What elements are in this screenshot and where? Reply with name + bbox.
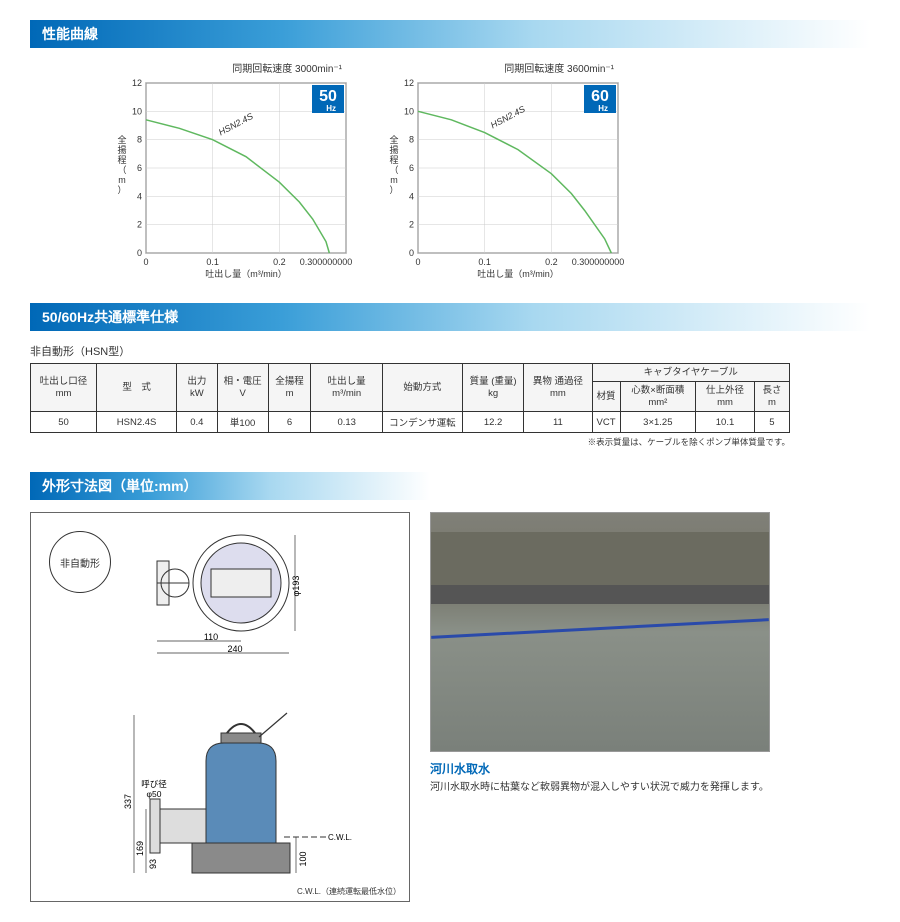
svg-text:0: 0	[137, 248, 142, 258]
th-phase: 相・電圧 V	[217, 364, 268, 412]
th-output: 出力 kW	[177, 364, 218, 412]
th-head: 全揚程 m	[268, 364, 311, 412]
chart-60-rpm: 同期回転速度 3600min⁻¹	[382, 60, 614, 75]
svg-text:Hz: Hz	[598, 104, 608, 113]
chart-50hz: 同期回転速度 3000min⁻¹ 0 2 4 6 8 10 12 0 0.1 0.2 0.30000…	[110, 60, 352, 279]
svg-text:240: 240	[227, 644, 242, 654]
svg-text:0: 0	[143, 257, 148, 267]
svg-text:60: 60	[591, 88, 609, 105]
svg-text:0.2: 0.2	[273, 257, 286, 267]
td-cores: 3×1.25	[620, 412, 696, 433]
td-head: 6	[268, 412, 311, 433]
th-length: 長さ m	[754, 382, 789, 412]
svg-text:2: 2	[137, 220, 142, 230]
td-mass: 12.2	[462, 412, 523, 433]
hose-icon	[431, 619, 769, 640]
th-cores: 心数×断面積 mm²	[620, 382, 696, 412]
svg-text:0.1: 0.1	[206, 257, 219, 267]
svg-text:0.30000000000000004: 0.30000000000000004	[572, 257, 624, 267]
svg-text:12: 12	[404, 78, 414, 88]
spec-table: 吐出し口径 mm 型 式 出力 kW 相・電圧 V 全揚程 m 吐出し量 m³/…	[30, 363, 790, 433]
svg-text:337: 337	[123, 794, 133, 809]
svg-text:0.1: 0.1	[478, 257, 491, 267]
svg-text:8: 8	[137, 135, 142, 145]
td-output: 0.4	[177, 412, 218, 433]
td-solids: 11	[524, 412, 592, 433]
th-mass: 質量 (重量) kg	[462, 364, 523, 412]
svg-text:110: 110	[204, 632, 218, 642]
spec-subtitle: 非自動形（HSN型）	[30, 343, 870, 359]
photo-description: 河川水取水時に枯葉など軟弱異物が混入しやすい状況で威力を発揮します。	[430, 781, 770, 795]
svg-text:50: 50	[319, 88, 337, 105]
th-od: 仕上外径 mm	[696, 382, 755, 412]
photo-title: 河川水取水	[430, 760, 770, 777]
section-header-performance: 性能曲線	[30, 20, 870, 48]
section-header-dim: 外形寸法図（単位:mm）	[30, 472, 430, 500]
charts-container: 同期回転速度 3000min⁻¹ 0 2 4 6 8 10 12 0 0.1 0.2 0.30000…	[110, 60, 870, 279]
th-solids: 異物 通過径 mm	[524, 364, 592, 412]
svg-text:2: 2	[409, 220, 414, 230]
spec-note: ※表示質量は、ケーブルを除くポンプ単体質量です。	[30, 436, 790, 448]
td-od: 10.1	[696, 412, 755, 433]
svg-text:4: 4	[137, 191, 142, 201]
td-length: 5	[754, 412, 789, 433]
svg-text:12: 12	[132, 78, 142, 88]
svg-text:100: 100	[298, 852, 308, 867]
td-discharge: 0.13	[311, 412, 382, 433]
svg-text:0.30000000000000004: 0.30000000000000004	[300, 257, 352, 267]
svg-text:全揚程（m）: 全揚程（m）	[117, 134, 126, 195]
td-model: HSN2.4S	[97, 412, 177, 433]
spec-row: 50 HSN2.4S 0.4 単100 6 0.13 コンデンサ運転 12.2 …	[31, 412, 790, 433]
svg-text:6: 6	[409, 163, 414, 173]
th-cable-group: キャブタイヤケーブル	[592, 364, 789, 382]
svg-text:169: 169	[135, 841, 145, 856]
chart-60-svg: 02468101200.10.20.30000000000000004HSN2.…	[382, 77, 624, 279]
svg-text:呼び径: 呼び径	[141, 779, 167, 789]
svg-text:8: 8	[409, 135, 414, 145]
svg-text:6: 6	[137, 163, 142, 173]
svg-text:Hz: Hz	[326, 104, 336, 113]
svg-text:φ50: φ50	[147, 789, 162, 799]
svg-text:吐出し量（m³/min）: 吐出し量（m³/min）	[205, 268, 287, 279]
th-start: 始動方式	[382, 364, 462, 412]
td-bore: 50	[31, 412, 97, 433]
svg-text:0: 0	[409, 248, 414, 258]
th-bore: 吐出し口径 mm	[31, 364, 97, 412]
th-model: 型 式	[97, 364, 177, 412]
th-discharge: 吐出し量 m³/min	[311, 364, 382, 412]
svg-text:0.2: 0.2	[545, 257, 558, 267]
td-material: VCT	[592, 412, 620, 433]
svg-text:全揚程（m）: 全揚程（m）	[389, 134, 398, 195]
svg-text:4: 4	[409, 191, 414, 201]
dimension-drawing: 非自動形 φ193 110 240 C.W.L. 337 16993 100 呼び径φ50 C…	[30, 512, 410, 902]
dimensions-row: 非自動形 φ193 110 240 C.W.L. 337 16993 100 呼び径φ50 C…	[30, 512, 870, 902]
svg-text:φ193: φ193	[291, 576, 301, 597]
application-photo	[430, 512, 770, 752]
svg-text:0: 0	[415, 257, 420, 267]
photo-column: 河川水取水 河川水取水時に枯葉など軟弱異物が混入しやすい状況で威力を発揮します。	[430, 512, 770, 902]
th-material: 材質	[592, 382, 620, 412]
svg-text:10: 10	[132, 106, 142, 116]
chart-60hz: 同期回転速度 3600min⁻¹ 0 2 4 6 8 10 12 0 0.1 0.2 0.30000…	[382, 60, 624, 279]
svg-text:C.W.L.: C.W.L.	[328, 833, 352, 842]
section-header-spec: 50/60Hz共通標準仕様	[30, 303, 870, 331]
td-phase: 単100	[217, 412, 268, 433]
dim-type-label: 非自動形	[49, 531, 111, 593]
td-start: コンデンサ運転	[382, 412, 462, 433]
svg-text:吐出し量（m³/min）: 吐出し量（m³/min）	[477, 268, 559, 279]
chart-50-rpm: 同期回転速度 3000min⁻¹	[110, 60, 342, 75]
cwl-note: C.W.L.（連続運転最低水位）	[297, 886, 401, 897]
svg-text:93: 93	[148, 859, 158, 869]
svg-text:10: 10	[404, 106, 414, 116]
chart-50-svg: 02468101200.10.20.30000000000000004HSN2.…	[110, 77, 352, 279]
